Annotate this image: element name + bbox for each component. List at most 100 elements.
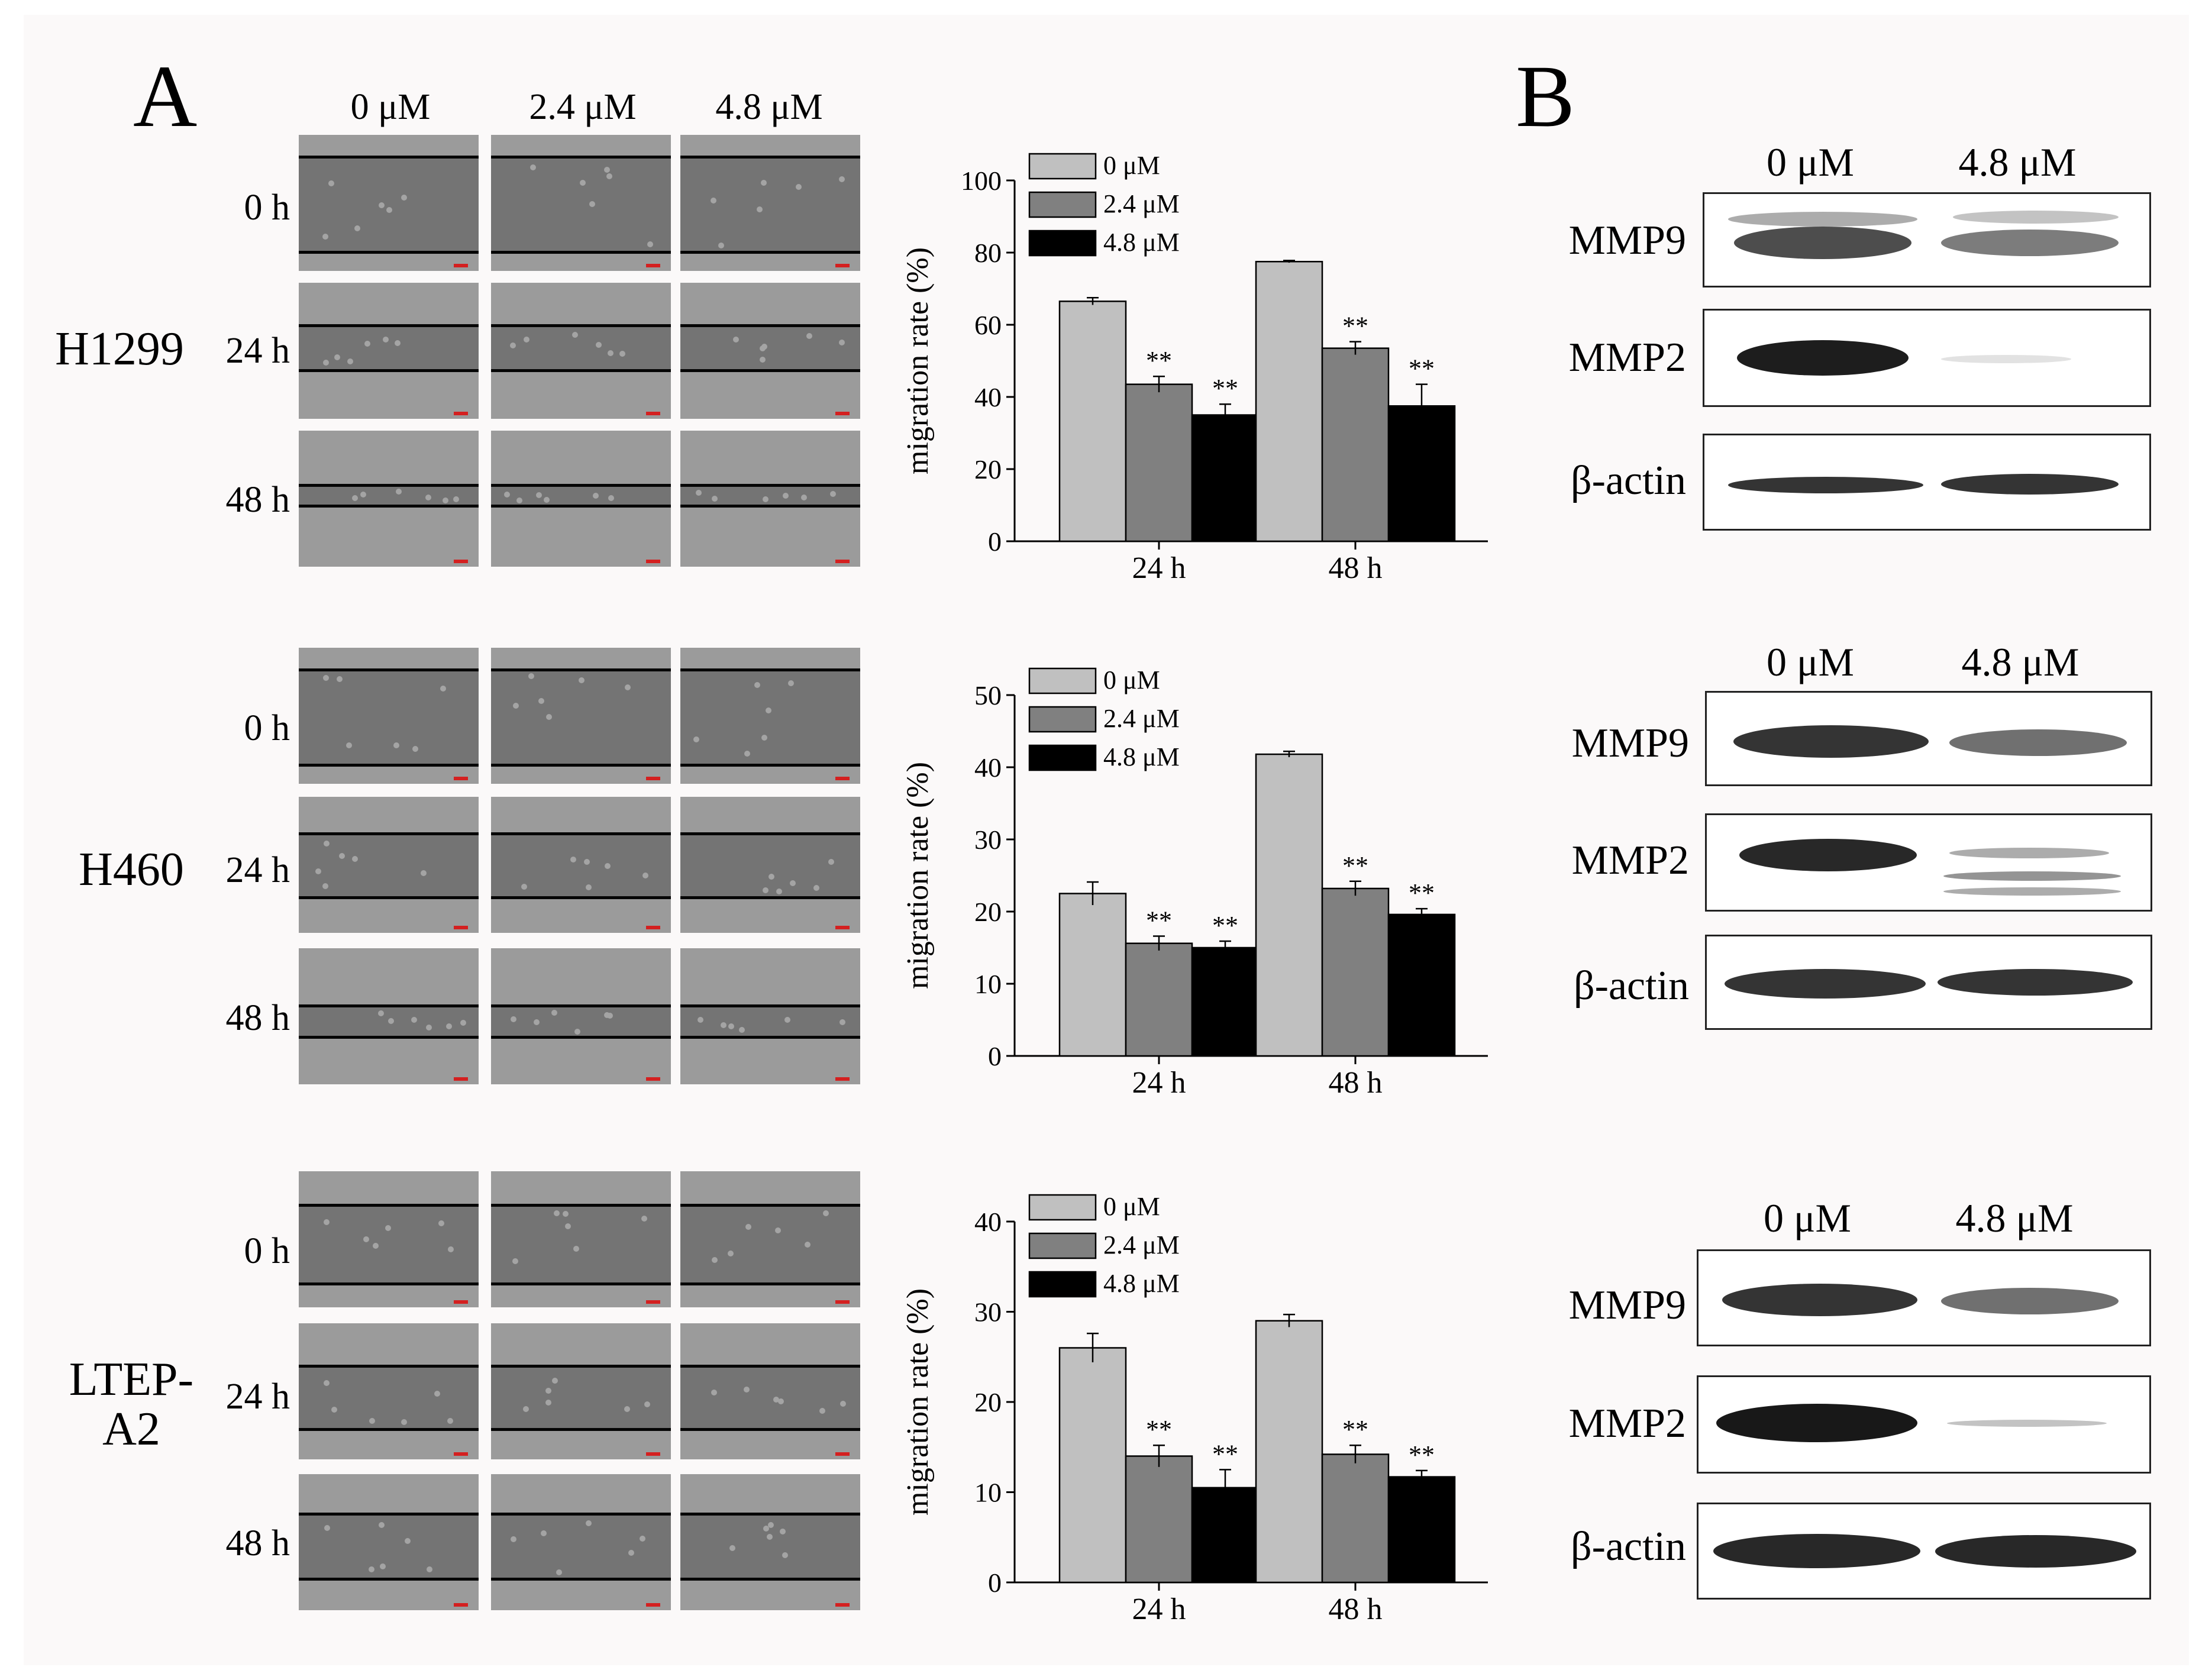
- blot-mmp9-h1299: [1703, 192, 2151, 287]
- bar-chart-h460: 0 10 20 30 40 50 migration rate (%) ** ** 24 h ** *…: [901, 665, 1488, 1100]
- c0-legend-label-2: 4.8 μM: [1103, 228, 1180, 257]
- scratch-image-h460-0h-2-4uM: [491, 648, 671, 784]
- scratch-image-h1299-0h-2-4uM: [491, 135, 671, 271]
- scratch-image-h1299-48h-0uM: [299, 431, 479, 567]
- protein-label-actin-h1299: β-actin: [1571, 458, 1686, 503]
- scratch-image-h460-48h-4-8uM: [680, 948, 860, 1084]
- c1-ytick-label-5: 50: [974, 680, 1002, 710]
- c0-sig-1-1: **: [1342, 312, 1368, 341]
- c0-bar-1-1: [1321, 347, 1390, 542]
- scratch-image-h460-24h-4-8uM: [680, 797, 860, 933]
- c0-ytick-label-1: 20: [974, 454, 1002, 484]
- c1-xtick-label-1: 48 h: [1329, 1066, 1383, 1100]
- c0-legend-swatch-0: [1028, 153, 1097, 180]
- c1-sig-1-1: **: [1342, 851, 1368, 880]
- c1-sig-0-2: **: [1212, 911, 1238, 940]
- c2-legend-swatch-2: [1028, 1271, 1097, 1298]
- c1-legend-swatch-0: [1028, 667, 1097, 694]
- c0-ytick-label-0: 0: [988, 526, 1002, 557]
- panel-b-label: B: [1516, 47, 1575, 146]
- c0-ytick-label-2: 40: [974, 382, 1002, 412]
- c2-bar-0-1: [1125, 1455, 1193, 1584]
- scratch-image-ltep-0h-0uM: [299, 1171, 479, 1307]
- c2-legend-swatch-1: [1028, 1232, 1097, 1259]
- scratch-image-h1299-0h-0uM: [299, 135, 479, 271]
- c2-legend-label-1: 2.4 μM: [1103, 1230, 1180, 1259]
- c0-bar-0-2: [1191, 414, 1260, 542]
- blot-actin-h1299: [1703, 434, 2151, 531]
- c2-legend-swatch-0: [1028, 1194, 1097, 1221]
- panel-a-label: A: [133, 47, 198, 146]
- time-label-ltep-48h: 48 h: [225, 1523, 290, 1563]
- protein-label-actin-ltep: β-actin: [1571, 1524, 1686, 1569]
- c0-legend-label-1: 2.4 μM: [1103, 189, 1180, 218]
- scratch-image-h1299-24h-2-4uM: [491, 283, 671, 419]
- time-label-h460-24h: 24 h: [225, 850, 290, 890]
- c0-legend-swatch-2: [1028, 230, 1097, 257]
- scratch-image-ltep-48h-4-8uM: [680, 1474, 860, 1610]
- c2-xtick-label-0: 24 h: [1132, 1592, 1186, 1626]
- blot-mmp2-h460: [1705, 813, 2152, 912]
- time-label-ltep-24h: 24 h: [225, 1377, 290, 1417]
- protein-label-actin-h460: β-actin: [1574, 963, 1689, 1009]
- c2-legend-label-0: 0 μM: [1103, 1192, 1160, 1221]
- blot-header-ltep-0uM: 0 μM: [1764, 1196, 1851, 1240]
- scratch-image-ltep-24h-2-4uM: [491, 1323, 671, 1459]
- c1-ytick-label-0: 0: [988, 1041, 1002, 1071]
- c1-legend-swatch-2: [1028, 744, 1097, 771]
- c0-bar-0-1: [1125, 383, 1193, 542]
- c1-bar-0-1: [1125, 942, 1193, 1057]
- cell-line-label-h460: H460: [79, 844, 184, 896]
- blot-header-h1299-0uM: 0 μM: [1767, 140, 1854, 185]
- c0-ytick-label-4: 80: [974, 238, 1002, 268]
- c2-ytick-label-0: 0: [988, 1568, 1002, 1598]
- c1-legend-label-1: 2.4 μM: [1103, 704, 1180, 733]
- c1-ylabel: migration rate (%): [901, 762, 935, 989]
- c1-bar-0-2: [1191, 946, 1260, 1057]
- blot-actin-h460: [1705, 935, 2152, 1030]
- scratch-image-h460-24h-2-4uM: [491, 797, 671, 933]
- c0-legend-label-0: 0 μM: [1103, 151, 1160, 180]
- c0-sig-0-2: **: [1212, 374, 1238, 403]
- c1-ytick-label-1: 10: [974, 969, 1002, 999]
- scratch-image-h1299-0h-4-8uM: [680, 135, 860, 271]
- time-label-h1299-0h: 0 h: [244, 188, 290, 228]
- c1-sig-0-1: **: [1146, 906, 1172, 935]
- scratch-image-ltep-0h-2-4uM: [491, 1171, 671, 1307]
- time-label-h460-0h: 0 h: [244, 708, 290, 748]
- c1-ytick-label-3: 30: [974, 825, 1002, 855]
- blot-mmp9-h460: [1705, 691, 2152, 786]
- protein-label-mmp9-ltep: MMP9: [1568, 1282, 1686, 1328]
- c1-xtick-label-0: 24 h: [1132, 1066, 1186, 1100]
- time-label-h1299-24h: 24 h: [225, 331, 290, 371]
- c2-ytick-label-2: 20: [974, 1387, 1002, 1417]
- c1-sig-1-2: **: [1409, 878, 1435, 907]
- c2-bar-1-0: [1255, 1320, 1323, 1584]
- cell-line-label-ltep-a2: LTEP- A2: [69, 1353, 194, 1455]
- c0-sig-0-1: **: [1146, 346, 1172, 375]
- c1-legend-label-2: 4.8 μM: [1103, 742, 1180, 771]
- protein-label-mmp2-h1299: MMP2: [1568, 335, 1686, 380]
- c0-legend-swatch-1: [1028, 191, 1097, 218]
- c2-bar-1-2: [1387, 1476, 1456, 1584]
- c2-ytick-label-4: 40: [974, 1207, 1002, 1237]
- c2-sig-1-2: **: [1409, 1440, 1435, 1469]
- c0-sig-1-2: **: [1409, 354, 1435, 383]
- c0-xtick-label-1: 48 h: [1329, 551, 1383, 585]
- column-header-2-4uM: 2.4 μM: [529, 87, 637, 127]
- c2-ytick-label-3: 30: [974, 1297, 1002, 1327]
- c1-bar-1-1: [1321, 887, 1390, 1057]
- blot-mmp9-ltep: [1697, 1249, 2151, 1346]
- time-label-ltep-0h: 0 h: [244, 1231, 290, 1271]
- c0-ylabel: migration rate (%): [901, 247, 935, 474]
- scratch-image-ltep-24h-0uM: [299, 1323, 479, 1459]
- blot-header-h460-0uM: 0 μM: [1767, 639, 1854, 684]
- column-header-4-8uM: 4.8 μM: [715, 87, 823, 127]
- c2-ylabel: migration rate (%): [901, 1288, 935, 1516]
- cell-line-label-h1299: H1299: [55, 323, 184, 375]
- scratch-image-h1299-48h-4-8uM: [680, 431, 860, 567]
- blot-mmp2-ltep: [1697, 1375, 2151, 1474]
- c0-xtick-label-0: 24 h: [1132, 551, 1186, 585]
- scratch-image-h1299-24h-0uM: [299, 283, 479, 419]
- protein-label-mmp2-ltep: MMP2: [1568, 1401, 1686, 1446]
